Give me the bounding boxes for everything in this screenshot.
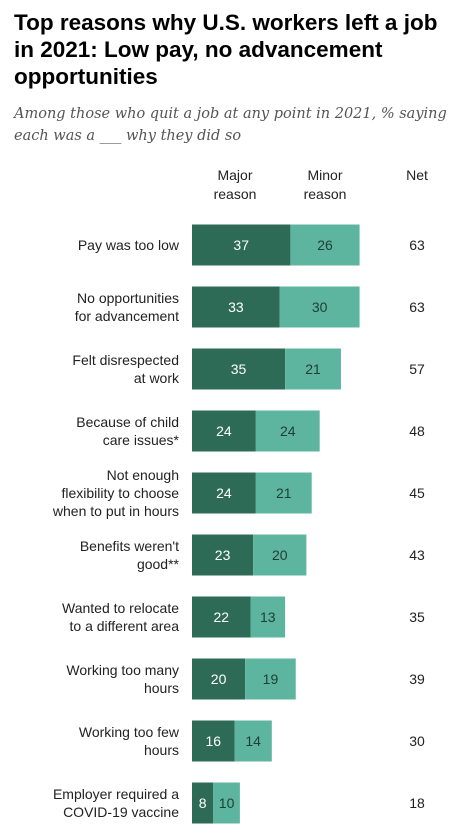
- category-label: COVID-19 vaccine: [63, 804, 179, 820]
- bar-major-reason: [192, 596, 251, 638]
- major-header-line-2: reason: [213, 186, 257, 202]
- category-label: Working too many: [66, 662, 179, 678]
- major-reason-header: Major reason: [200, 166, 270, 204]
- net-value: 45: [409, 485, 425, 501]
- bar-major-reason: [192, 410, 256, 452]
- bar-minor-value: 10: [219, 795, 235, 811]
- bar-minor-value: 13: [260, 609, 276, 625]
- category-label: hours: [144, 742, 179, 758]
- bar-minor-reason: [285, 348, 341, 390]
- bar-major-reason: [192, 286, 280, 328]
- bar-major-value: 8: [199, 795, 207, 811]
- bar-minor-reason: [213, 782, 240, 824]
- bar-major-reason: [192, 224, 291, 266]
- category-label: No opportunities: [77, 290, 179, 306]
- net-value: 43: [409, 547, 425, 563]
- category-label: Pay was too low: [78, 237, 180, 253]
- bar-major-reason: [192, 782, 214, 824]
- net-value: 18: [409, 795, 425, 811]
- category-label: when to put in hours: [52, 503, 179, 519]
- bar-minor-reason: [255, 410, 320, 452]
- bar-major-reason: [192, 720, 235, 762]
- bar-major-value: 23: [215, 547, 231, 563]
- net-value: 63: [409, 299, 425, 315]
- bar-major-value: 35: [231, 361, 247, 377]
- category-label: to a different area: [70, 618, 180, 634]
- category-label: Felt disrespected: [72, 352, 179, 368]
- category-label: hours: [144, 680, 179, 696]
- category-label: at work: [134, 370, 180, 386]
- bar-minor-reason: [290, 224, 360, 266]
- category-label: care issues*: [103, 432, 180, 448]
- bar-major-value: 33: [228, 299, 244, 315]
- bar-minor-reason: [255, 472, 312, 514]
- net-value: 48: [409, 423, 425, 439]
- bar-minor-value: 20: [272, 547, 288, 563]
- category-label: Because of child: [76, 414, 179, 430]
- category-label: good**: [137, 556, 180, 572]
- bar-minor-value: 30: [312, 299, 328, 315]
- net-value: 63: [409, 237, 425, 253]
- bar-minor-value: 26: [317, 237, 333, 253]
- bar-minor-reason: [253, 534, 307, 576]
- bar-minor-value: 24: [280, 423, 296, 439]
- chart-subtitle: Among those who quit a job at any point …: [14, 106, 447, 144]
- bar-major-value: 24: [216, 485, 232, 501]
- category-label: Not enough: [107, 467, 179, 483]
- net-value: 30: [409, 733, 425, 749]
- bar-minor-value: 21: [305, 361, 321, 377]
- major-header-line-1: Major: [217, 167, 253, 183]
- bar-major-reason: [192, 658, 246, 700]
- minor-header-line-1: Minor: [307, 167, 343, 183]
- bar-major-reason: [192, 348, 286, 390]
- category-label: Working too few: [79, 724, 180, 740]
- bar-major-value: 22: [213, 609, 229, 625]
- bar-major-value: 20: [211, 671, 227, 687]
- bar-major-value: 16: [205, 733, 221, 749]
- bar-minor-value: 14: [245, 733, 261, 749]
- category-label: Wanted to relocate: [62, 600, 179, 616]
- chart-title: Top reasons why U.S. workers left a job …: [14, 10, 438, 89]
- bar-minor-reason: [245, 658, 296, 700]
- net-value: 57: [409, 361, 425, 377]
- bar-major-reason: [192, 472, 256, 514]
- bar-minor-reason: [279, 286, 360, 328]
- category-label: Benefits weren't: [80, 538, 179, 554]
- net-value: 35: [409, 609, 425, 625]
- bar-major-value: 24: [216, 423, 232, 439]
- bar-minor-value: 19: [263, 671, 279, 687]
- minor-header-line-2: reason: [303, 186, 347, 202]
- bar-minor-reason: [234, 720, 272, 762]
- bar-minor-value: 21: [276, 485, 292, 501]
- minor-reason-header: Minor reason: [290, 166, 360, 204]
- category-label: flexibility to choose: [61, 485, 179, 501]
- bar-major-reason: [192, 534, 254, 576]
- category-label: Employer required a: [53, 786, 179, 802]
- bar-minor-reason: [250, 596, 286, 638]
- net-header: Net: [406, 167, 428, 183]
- category-label: for advancement: [75, 308, 179, 324]
- net-value: 39: [409, 671, 425, 687]
- bar-major-value: 37: [233, 237, 249, 253]
